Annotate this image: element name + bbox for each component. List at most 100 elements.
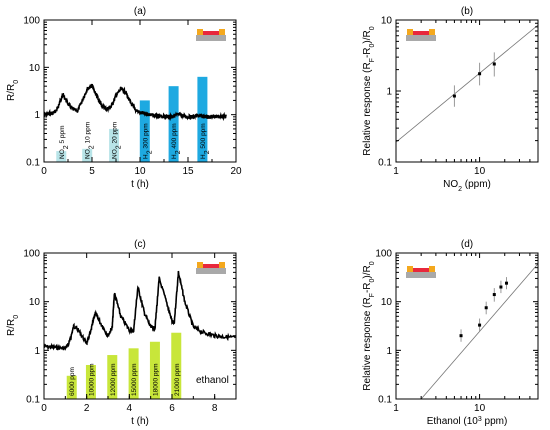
sensor-electrode-icon bbox=[219, 29, 225, 35]
y-tick-label: 0.1 bbox=[378, 395, 392, 406]
sensor-film-icon bbox=[200, 31, 222, 35]
y-tick-label: 1 bbox=[386, 346, 392, 357]
data-point bbox=[459, 334, 463, 338]
sensor-electrode-icon bbox=[429, 29, 435, 35]
x-axis-label: t (h) bbox=[131, 179, 149, 190]
y-tick-label: 100 bbox=[375, 249, 392, 260]
bar-label: H2 400 ppm bbox=[171, 123, 182, 159]
plot-frame bbox=[395, 19, 539, 163]
annotation-ethanol: ethanol bbox=[196, 375, 229, 386]
bar-label: 12000 ppm bbox=[110, 363, 117, 396]
y-axis-label: Relative response (RF-R0)/R0 bbox=[362, 261, 376, 390]
x-tick-label: 5 bbox=[89, 166, 95, 177]
x-tick-label: 2 bbox=[84, 403, 90, 414]
y-axis-label: Relative response (RF-R0)/R0 bbox=[362, 26, 376, 155]
bar bbox=[149, 341, 160, 399]
panel-c: 6000 ppm 10000 ppm 12000 ppm 15000 ppm 18000… bbox=[6, 239, 237, 427]
x-tick-label: 15 bbox=[182, 166, 194, 177]
sensor-electrode-icon bbox=[197, 262, 203, 268]
sensor-substrate-icon bbox=[406, 272, 436, 278]
x-tick-label: 8 bbox=[212, 403, 218, 414]
bar bbox=[139, 100, 150, 162]
bar-label: 18000 ppm bbox=[152, 363, 159, 396]
y-tick-label: 10 bbox=[381, 16, 393, 27]
bar-label: NO2 10 ppm bbox=[85, 122, 96, 159]
sensor-substrate-icon bbox=[196, 35, 226, 41]
x-tick-label: 1 bbox=[393, 403, 399, 414]
sensor-substrate-icon bbox=[406, 35, 436, 41]
sensor-substrate-icon bbox=[196, 268, 226, 274]
bar bbox=[168, 86, 179, 162]
response-line bbox=[43, 83, 227, 122]
x-tick-label: 20 bbox=[230, 166, 242, 177]
y-tick-label: 10 bbox=[29, 297, 41, 308]
bar-label: H2 300 ppm bbox=[142, 123, 153, 159]
fit-line bbox=[395, 24, 539, 143]
y-tick-label: 100 bbox=[23, 249, 40, 260]
bar bbox=[109, 128, 120, 162]
bar-label: NO2 5 ppm bbox=[59, 125, 70, 159]
y-tick-label: 100 bbox=[23, 16, 40, 27]
bar bbox=[171, 332, 182, 399]
bar-label: 6000 ppm bbox=[69, 367, 76, 396]
data-point bbox=[499, 285, 503, 289]
bar bbox=[82, 148, 93, 162]
bar bbox=[128, 348, 139, 399]
x-tick-label: 0 bbox=[41, 166, 47, 177]
y-tick-label: 1 bbox=[386, 87, 392, 98]
data-point bbox=[492, 62, 496, 66]
sensor-electrode-icon bbox=[197, 29, 203, 35]
y-tick-label: 10 bbox=[29, 63, 41, 74]
bar bbox=[107, 355, 118, 399]
y-axis-label: R/R0 bbox=[6, 315, 20, 336]
sensor-film-icon bbox=[410, 268, 432, 272]
bar-label: 15000 ppm bbox=[131, 363, 138, 396]
y-tick-label: 0.1 bbox=[26, 395, 40, 406]
panel-a: NO2 5 ppm NO2 10 ppm NO2 20 ppm H2 300 ppm H… bbox=[6, 6, 242, 190]
plot-frame bbox=[43, 252, 237, 400]
x-tick-label: 10 bbox=[474, 403, 486, 414]
sensor-film-icon bbox=[200, 264, 222, 268]
x-tick-label: 6 bbox=[169, 403, 175, 414]
data-point bbox=[492, 293, 496, 297]
x-tick-label: 0 bbox=[41, 403, 47, 414]
sensor-electrode-icon bbox=[407, 266, 413, 272]
bar-label: NO2 20 ppm bbox=[112, 122, 123, 159]
data-point bbox=[505, 281, 509, 285]
bar-label: 10000 ppm bbox=[88, 363, 95, 396]
x-tick-label: 10 bbox=[134, 166, 146, 177]
bar bbox=[197, 76, 208, 162]
sensor-electrode-icon bbox=[429, 266, 435, 272]
y-axis-label: R/R0 bbox=[6, 80, 20, 101]
y-tick-label: 0.1 bbox=[26, 158, 40, 169]
sensor-electrode-icon bbox=[219, 262, 225, 268]
sensor-electrode-icon bbox=[407, 29, 413, 35]
panel-label: (c) bbox=[134, 239, 146, 250]
response-line bbox=[43, 270, 237, 351]
sensor-film-icon bbox=[410, 31, 432, 35]
bar-label: H2 500 ppm bbox=[200, 123, 211, 159]
x-tick-label: 10 bbox=[474, 166, 486, 177]
bar bbox=[56, 151, 67, 162]
panel-label: (d) bbox=[461, 239, 473, 250]
data-point bbox=[478, 323, 482, 327]
panel-label: (b) bbox=[461, 6, 473, 17]
x-axis-label: NO2 (ppm) bbox=[443, 179, 491, 193]
x-axis-label: Ethanol (103 ppm) bbox=[427, 416, 508, 428]
y-tick-label: 1 bbox=[34, 346, 40, 357]
bar-label: 21000 ppm bbox=[174, 363, 181, 396]
bar bbox=[85, 364, 96, 399]
x-axis-label: t (h) bbox=[131, 416, 149, 427]
fit-line bbox=[420, 263, 539, 400]
y-tick-label: 1 bbox=[34, 110, 40, 121]
data-point bbox=[478, 72, 482, 76]
y-tick-label: 0.1 bbox=[378, 158, 392, 169]
data-point bbox=[484, 306, 488, 310]
x-tick-label: 4 bbox=[127, 403, 133, 414]
panel-label: (a) bbox=[134, 6, 146, 17]
x-tick-label: 1 bbox=[393, 166, 399, 177]
data-point bbox=[452, 94, 456, 98]
